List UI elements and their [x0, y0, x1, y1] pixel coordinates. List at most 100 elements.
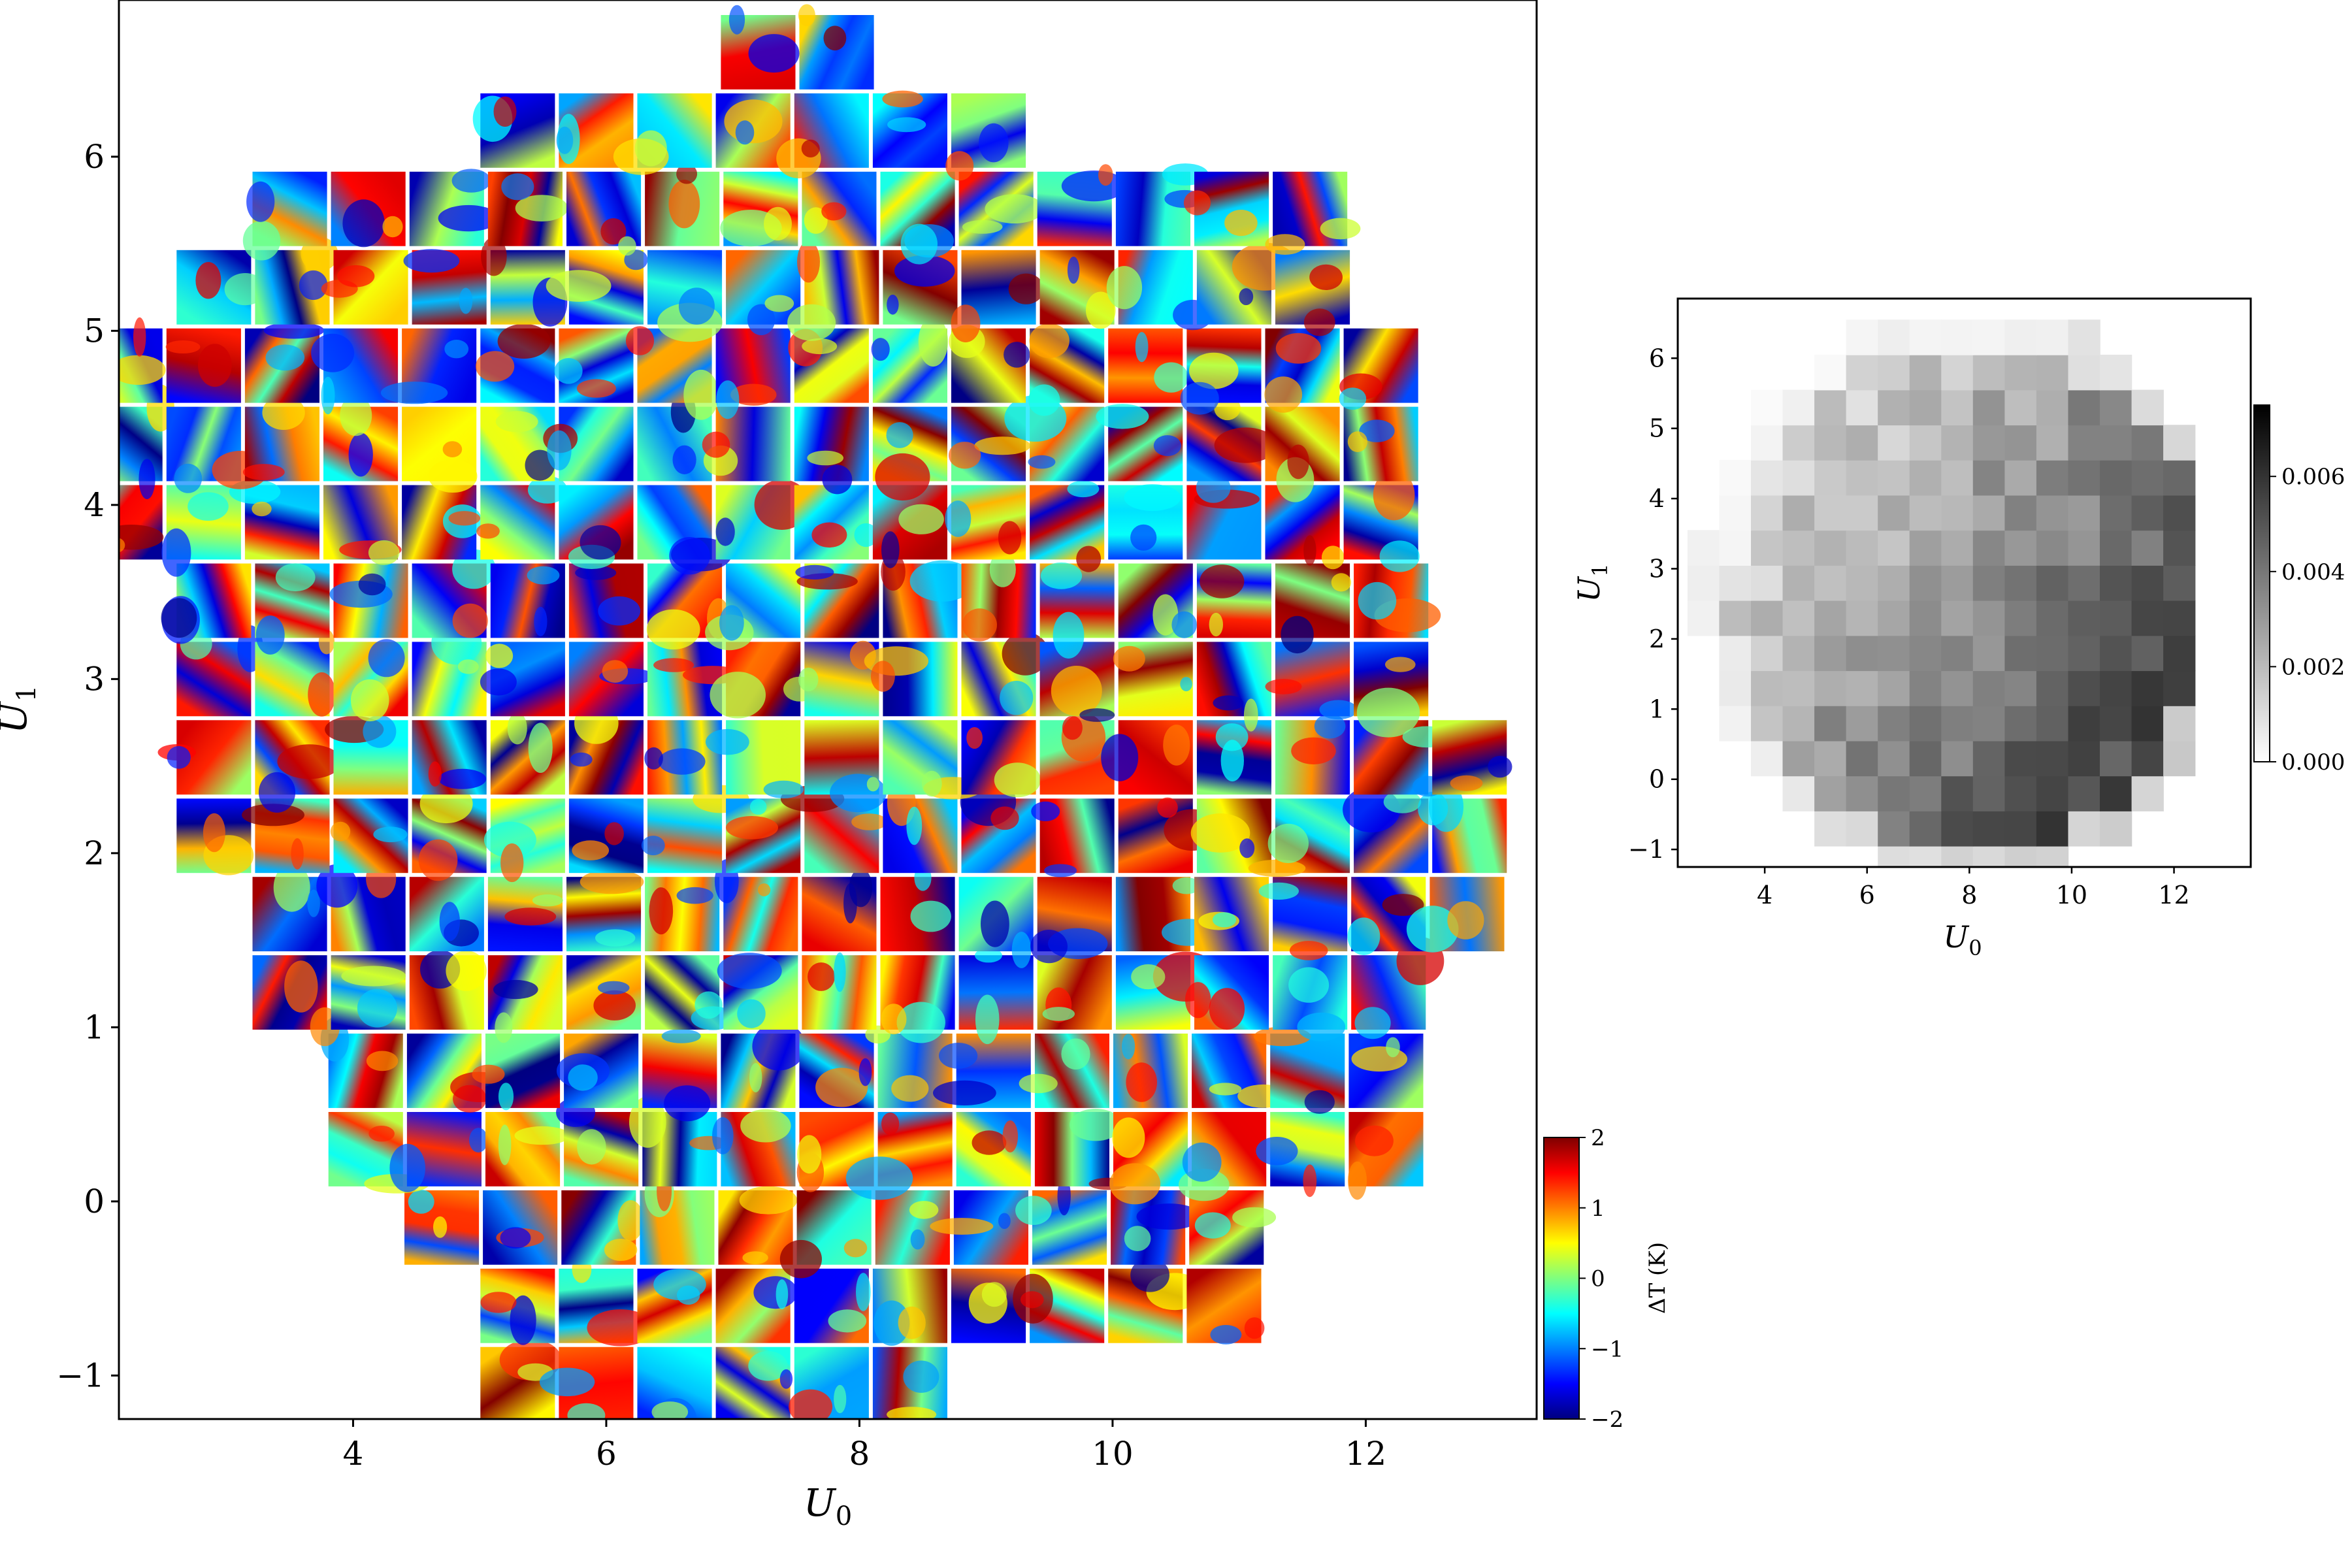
- density-cell: [2004, 425, 2037, 461]
- image-patch: [1118, 563, 1197, 638]
- patch-grid-xlabel: U0: [804, 1480, 852, 1531]
- image-patch: [951, 250, 1044, 342]
- density-cell: [1782, 600, 1815, 636]
- density-colorbar-tick-label: 0.006: [2281, 464, 2345, 490]
- density-cell: [1782, 670, 1815, 706]
- density-cell: [1878, 776, 1910, 811]
- image-patch: [1406, 877, 1505, 953]
- image-patch: [721, 5, 800, 90]
- image-patch: [1178, 1112, 1267, 1201]
- density-cell: [1782, 530, 1815, 566]
- image-patch: [1108, 1258, 1204, 1343]
- image-patch: [543, 406, 634, 482]
- patch-grid-xtick-label: 12: [1345, 1435, 1387, 1473]
- image-patch: [872, 1347, 947, 1419]
- image-patch: [480, 1268, 555, 1345]
- density-cell: [1719, 460, 1752, 496]
- image-patch: [1343, 406, 1418, 482]
- density-cell: [2100, 530, 2132, 566]
- image-patch: [242, 171, 327, 261]
- temperature-colorbar-tick-label: −1: [1591, 1336, 1624, 1362]
- image-patch: [1031, 798, 1115, 877]
- density-cell: [1751, 460, 1784, 496]
- density-cell: [1878, 425, 1910, 461]
- image-patch: [864, 642, 958, 717]
- density-cell: [1941, 425, 1974, 461]
- image-patch: [568, 563, 644, 638]
- image-patch: [255, 720, 342, 813]
- patch-grid-ytick-label: 4: [84, 486, 105, 524]
- temperature-colorbar-ticks: −2 −1 0 1 2: [1579, 1125, 1624, 1433]
- image-patch: [329, 563, 408, 638]
- density-cell: [2068, 389, 2100, 426]
- density-cell: [1782, 425, 1815, 461]
- image-patch: [1248, 798, 1350, 877]
- density-cell: [2036, 776, 2069, 811]
- image-patch: [720, 171, 798, 247]
- image-patch: [404, 1190, 480, 1265]
- image-patch: [409, 949, 487, 1030]
- density-cell: [1972, 706, 2006, 742]
- image-patch: [788, 328, 869, 403]
- density-cell: [1782, 635, 1815, 672]
- image-patch: [380, 328, 477, 404]
- density-cell: [1846, 670, 1878, 706]
- density-cell: [1878, 354, 1910, 391]
- image-patch: [311, 328, 399, 415]
- density-cell: [2163, 460, 2196, 496]
- density-cell: [1814, 776, 1847, 811]
- density-cell: [2100, 670, 2132, 706]
- density-cell: [1782, 389, 1815, 426]
- image-patch: [242, 395, 319, 482]
- density-cell: [2131, 565, 2164, 601]
- image-patch: [715, 1268, 798, 1343]
- density-cell: [2131, 495, 2164, 531]
- image-patch: [705, 563, 801, 651]
- density-cell: [2004, 530, 2037, 566]
- image-patch: [333, 639, 408, 722]
- temperature-colorbar-tick-label: 2: [1591, 1125, 1605, 1151]
- density-cell: [1878, 706, 1910, 742]
- image-patch: [1106, 250, 1213, 331]
- image-patch: [412, 720, 487, 795]
- density-cell: [1751, 530, 1784, 566]
- density-cell: [1687, 530, 1720, 566]
- image-patch: [1196, 563, 1271, 638]
- image-patch: [933, 1034, 1031, 1108]
- image-patch: [1190, 798, 1271, 874]
- density-cell: [2004, 811, 2037, 847]
- density-cell: [2036, 530, 2069, 566]
- density-cell: [2100, 460, 2132, 496]
- image-patch: [119, 317, 166, 403]
- image-patch: [1196, 642, 1271, 732]
- density-cell: [1846, 460, 1878, 496]
- image-patch: [316, 858, 406, 952]
- density-cell: [1846, 740, 1878, 777]
- image-patch: [644, 720, 723, 795]
- image-patch: [1015, 1177, 1107, 1265]
- density-cell: [2036, 389, 2069, 426]
- image-patch: [945, 93, 1026, 181]
- density-cell: [1972, 319, 2006, 355]
- image-patch: [1339, 328, 1418, 410]
- density-cell: [1878, 670, 1910, 706]
- image-patch: [321, 250, 408, 325]
- density-cell: [1846, 706, 1878, 742]
- density-cells: [1687, 319, 2196, 867]
- density-cell: [2163, 565, 2196, 601]
- image-patch: [157, 720, 252, 795]
- image-patch: [472, 1034, 561, 1111]
- density-cell: [2131, 600, 2164, 636]
- image-patch: [872, 1268, 947, 1346]
- image-patch: [487, 877, 563, 952]
- image-patch: [958, 877, 1034, 968]
- temperature-colorbar-tick-label: −2: [1591, 1407, 1624, 1433]
- density-cell: [1909, 670, 1942, 706]
- image-patch: [795, 563, 879, 638]
- image-patch: [951, 1268, 1026, 1343]
- density-cell: [2163, 740, 2196, 777]
- density-cell: [1878, 845, 1910, 867]
